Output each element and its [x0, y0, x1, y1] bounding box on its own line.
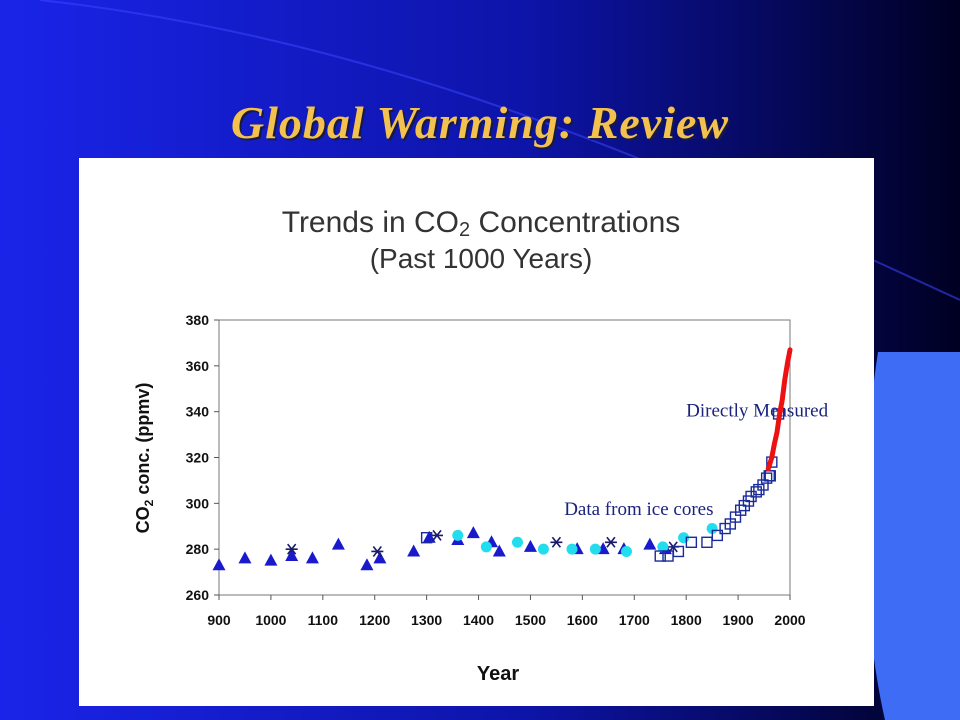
star-point	[604, 536, 617, 548]
triangle-point	[643, 537, 657, 550]
y-tick-label: 320	[186, 450, 210, 466]
triangle-point	[407, 544, 421, 557]
x-tick-label: 1900	[723, 612, 754, 628]
co2-chart: Trends in CO2 Concentrations (Past 1000 …	[133, 206, 829, 685]
star-point	[431, 529, 444, 541]
triangle-point	[212, 558, 226, 571]
x-tick-label: 1300	[411, 612, 442, 628]
star-point	[371, 545, 384, 557]
x-tick-label: 1000	[255, 612, 286, 628]
x-tick-label: 1400	[463, 612, 494, 628]
x-tick-label: 1700	[619, 612, 650, 628]
star-point	[550, 536, 563, 548]
circle-point	[566, 543, 578, 555]
circle-point	[589, 543, 601, 555]
chart-figure-panel: Trends in CO2 Concentrations (Past 1000 …	[79, 158, 874, 706]
y-tick-label: 380	[186, 312, 210, 328]
triangle-point	[492, 544, 506, 557]
y-tick-label: 280	[186, 541, 210, 557]
x-axis-label: Year	[477, 663, 519, 685]
circle-point	[511, 536, 523, 548]
x-tick-label: 1100	[308, 612, 339, 628]
square-point	[685, 536, 698, 548]
y-tick-label: 260	[186, 587, 210, 603]
x-tick-label: 2000	[774, 612, 805, 628]
x-tick-label: 1800	[671, 612, 702, 628]
triangle-point	[331, 537, 345, 550]
triangle-point	[523, 539, 537, 552]
triangle-point	[305, 551, 319, 564]
slide-title: Global Warming: Review	[230, 97, 730, 148]
x-tick-label: 1500	[515, 612, 546, 628]
square-point	[672, 545, 685, 558]
triangle-point	[285, 549, 299, 562]
square-point	[654, 550, 666, 562]
plot-area-frame	[218, 319, 791, 596]
background-swoosh-shape	[865, 352, 960, 720]
triangle-point	[422, 530, 436, 543]
directly-measured-line	[765, 347, 793, 472]
square-point	[764, 470, 776, 482]
triangle-point	[373, 551, 387, 564]
y-tick-label: 300	[186, 495, 210, 511]
annotations: Directly Measured Data from ice cores	[564, 400, 828, 520]
square-point	[750, 486, 762, 498]
chart-annotation: Data from ice cores	[564, 499, 713, 520]
square-point	[760, 472, 773, 484]
square-point	[757, 479, 769, 491]
circle-point	[706, 523, 718, 535]
chart-annotation: Directly Measured	[686, 400, 828, 421]
square-point	[711, 529, 724, 542]
triangle-point	[466, 526, 480, 539]
triangle-point	[264, 553, 278, 566]
x-axis-ticks: 900 1000 1100 1200 1300 1400 1500 1600 1700 1800 1…	[207, 595, 806, 628]
chart-title: Trends in CO2 Concentrations	[282, 206, 681, 241]
chart-subtitle: (Past 1000 Years)	[370, 243, 593, 274]
square-point	[420, 532, 433, 544]
circle-point	[452, 529, 464, 541]
y-axis-label: CO2 conc. (ppmv)	[133, 383, 156, 534]
star-point	[285, 543, 298, 555]
x-tick-label: 1600	[567, 612, 598, 628]
x-tick-label: 1200	[359, 612, 390, 628]
x-tick-label: 900	[207, 612, 231, 628]
triangle-point	[360, 558, 374, 571]
y-tick-label: 360	[186, 358, 210, 374]
triangle-point	[238, 551, 252, 564]
y-tick-label: 340	[186, 404, 210, 420]
circle-point	[537, 543, 549, 555]
circle-point	[480, 541, 492, 553]
circle-point	[620, 545, 632, 557]
y-axis-ticks: 260 280 300 320 340 360 380	[186, 312, 219, 603]
circle-point	[657, 541, 669, 553]
data-series	[212, 347, 793, 571]
square-point	[701, 536, 713, 548]
